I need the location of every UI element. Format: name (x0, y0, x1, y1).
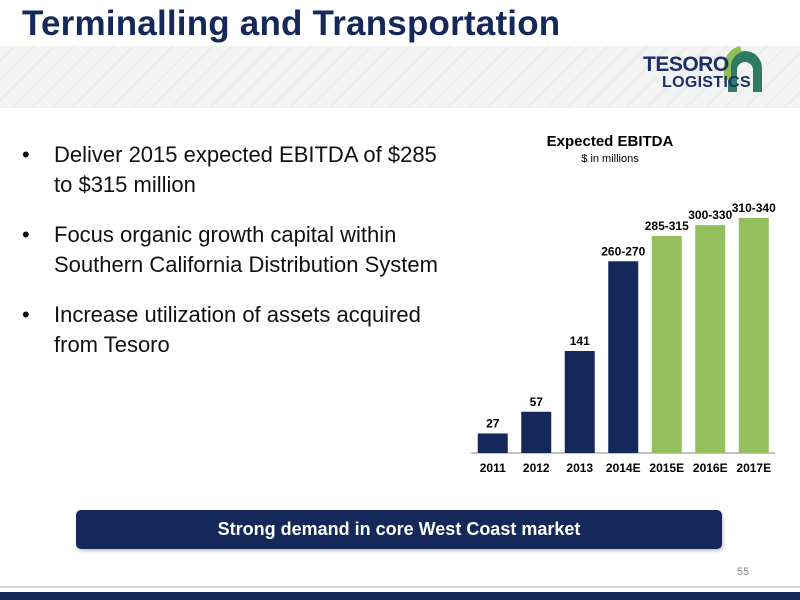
data-label-2012: 57 (530, 395, 544, 409)
data-label-2013: 141 (570, 334, 590, 348)
x-tick-label-2016e: 2016E (693, 461, 728, 475)
bullet-marker: • (22, 302, 30, 327)
footer-divider (0, 586, 800, 588)
tesoro-logistics-logo: TESORO LOGISTICS (640, 40, 765, 96)
chart-subtitle: $ in millions (581, 153, 639, 165)
bar-2017e (738, 217, 769, 453)
title-bar (0, 0, 800, 46)
bar-2015e (651, 235, 682, 453)
bar-2016e (695, 225, 726, 453)
bar-2011 (477, 433, 508, 453)
data-label-2017e: 310-340 (732, 201, 776, 215)
bar-2012 (521, 411, 552, 453)
slide-title: Terminalling and Transportation (22, 4, 561, 43)
logo-wordmark-top: TESORO (643, 53, 729, 76)
x-tick-label-2015e: 2015E (649, 461, 684, 475)
bullet-text: Deliver 2015 expected EBITDA of $285 to … (54, 142, 437, 197)
chart-title: Expected EBITDA (546, 133, 674, 150)
logo-wordmark-bottom: LOGISTICS (662, 74, 751, 91)
callout-banner: Strong demand in core West Coast market (76, 510, 722, 549)
data-label-2015e: 285-315 (645, 219, 689, 233)
x-tick-label-2011: 2011 (480, 461, 506, 475)
footer-bar (0, 592, 800, 600)
data-label-2011: 27 (486, 416, 500, 430)
banner-text: Strong demand in core West Coast market (217, 519, 581, 539)
bullet-item: • Focus organic growth capital within So… (22, 220, 462, 280)
bullet-text: Focus organic growth capital within Sout… (54, 222, 438, 277)
ebitda-bar-chart: 27 2011 57 2012 141 2013 260-270 2014E 285-315 20… (471, 201, 776, 475)
bullet-list: • Deliver 2015 expected EBITDA of $285 t… (22, 140, 462, 380)
data-label-2014e: 260-270 (601, 244, 645, 258)
bullet-marker: • (22, 142, 30, 167)
bullet-item: • Increase utilization of assets acquire… (22, 300, 462, 360)
bullet-text: Increase utilization of assets acquired … (54, 302, 421, 357)
page-number: 55 (737, 566, 750, 578)
data-label-2016e: 300-330 (688, 208, 732, 222)
logo-arc-icon (724, 46, 762, 92)
bullet-item: • Deliver 2015 expected EBITDA of $285 t… (22, 140, 462, 200)
x-tick-label-2014e: 2014E (606, 461, 641, 475)
bar-2014e (608, 261, 639, 453)
bullet-marker: • (22, 222, 30, 247)
x-tick-label-2012: 2012 (523, 461, 550, 475)
x-tick-label-2017e: 2017E (736, 461, 771, 475)
x-tick-label-2013: 2013 (566, 461, 593, 475)
bar-2013 (564, 350, 595, 453)
